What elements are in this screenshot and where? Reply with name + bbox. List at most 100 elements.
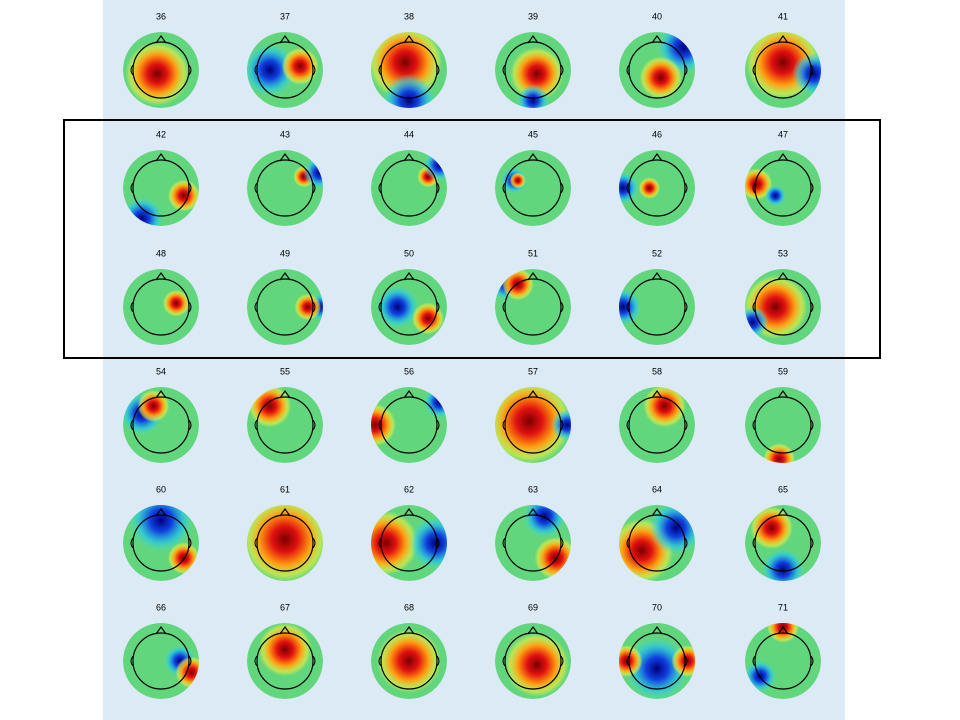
ear-right xyxy=(810,537,814,549)
ear-right xyxy=(312,655,316,667)
ear-left xyxy=(626,537,630,549)
ear-left xyxy=(378,419,382,431)
head-outline xyxy=(754,41,812,99)
head-outline xyxy=(132,396,190,454)
topomap xyxy=(745,505,821,581)
head-outline xyxy=(380,514,438,572)
component-label: 54 xyxy=(156,366,166,376)
ear-left xyxy=(254,64,258,76)
nose xyxy=(403,389,415,399)
topomap xyxy=(123,32,199,108)
ear-left xyxy=(502,537,506,549)
ear-right xyxy=(810,301,814,313)
component-label: 59 xyxy=(778,366,788,376)
component-label: 71 xyxy=(778,602,788,612)
ear-right xyxy=(312,182,316,194)
ear-right xyxy=(436,64,440,76)
topomap xyxy=(123,150,199,226)
ear-left xyxy=(254,301,258,313)
ear-right xyxy=(436,537,440,549)
hot-spot xyxy=(745,168,773,201)
ear-right xyxy=(312,537,316,549)
ear-right xyxy=(560,64,564,76)
head-outline xyxy=(628,41,686,99)
ear-right xyxy=(188,64,192,76)
head-outline xyxy=(380,278,438,336)
cold-spot xyxy=(247,43,297,97)
component-label: 60 xyxy=(156,484,166,494)
head-outline xyxy=(754,396,812,454)
map-base xyxy=(745,150,821,226)
component-label: 50 xyxy=(404,248,414,258)
nose xyxy=(279,507,291,517)
head-outline xyxy=(380,159,438,217)
ear-left xyxy=(626,301,630,313)
component-label: 44 xyxy=(404,129,414,139)
ear-left xyxy=(502,655,506,667)
head-outline xyxy=(628,278,686,336)
cold-spot xyxy=(129,505,193,553)
component-label: 55 xyxy=(280,366,290,376)
topomap xyxy=(371,150,447,226)
ear-right xyxy=(560,301,564,313)
topomap xyxy=(495,150,571,226)
topomap xyxy=(495,387,571,463)
component-label: 65 xyxy=(778,484,788,494)
head-outline xyxy=(256,278,314,336)
hot-spot xyxy=(763,443,796,463)
component-label: 61 xyxy=(280,484,290,494)
nose xyxy=(403,152,415,162)
component-label: 51 xyxy=(528,248,538,258)
nose xyxy=(527,389,539,399)
cold-spot xyxy=(123,197,164,226)
ear-left xyxy=(752,64,756,76)
map-base xyxy=(619,269,695,345)
nose xyxy=(155,389,167,399)
nose xyxy=(777,271,789,281)
hot-spot xyxy=(510,47,564,101)
ear-left xyxy=(626,64,630,76)
head-outline xyxy=(132,632,190,690)
hot-spot xyxy=(167,179,199,212)
nose xyxy=(527,34,539,44)
ear-right xyxy=(188,655,192,667)
component-label: 64 xyxy=(652,484,662,494)
cold-spot xyxy=(619,172,639,204)
ear-left xyxy=(254,419,258,431)
component-label: 69 xyxy=(528,602,538,612)
component-label: 46 xyxy=(652,129,662,139)
head-outline xyxy=(132,41,190,99)
ear-left xyxy=(130,655,134,667)
ear-left xyxy=(502,182,506,194)
nose xyxy=(279,152,291,162)
topomap xyxy=(371,387,447,463)
component-label: 53 xyxy=(778,248,788,258)
cold-spot xyxy=(764,184,787,207)
nose xyxy=(777,34,789,44)
hot-spot xyxy=(371,403,397,447)
nose xyxy=(651,389,663,399)
ear-left xyxy=(378,655,382,667)
map-base xyxy=(247,269,323,345)
nose xyxy=(155,34,167,44)
head-outline xyxy=(380,396,438,454)
hot-spot xyxy=(162,289,190,317)
head-outline xyxy=(380,632,438,690)
nose xyxy=(155,507,167,517)
nose xyxy=(651,271,663,281)
ear-left xyxy=(254,655,258,667)
nose xyxy=(777,389,789,399)
ear-right xyxy=(810,419,814,431)
component-label: 41 xyxy=(778,11,788,21)
nose xyxy=(777,625,789,635)
component-label: 56 xyxy=(404,366,414,376)
cold-spot xyxy=(551,409,571,441)
nose xyxy=(527,271,539,281)
cold-spot xyxy=(376,285,419,329)
ear-left xyxy=(130,182,134,194)
topomap xyxy=(495,32,571,108)
component-label: 40 xyxy=(652,11,662,21)
topomap xyxy=(371,623,447,699)
head-outline xyxy=(256,41,314,99)
ear-right xyxy=(188,537,192,549)
